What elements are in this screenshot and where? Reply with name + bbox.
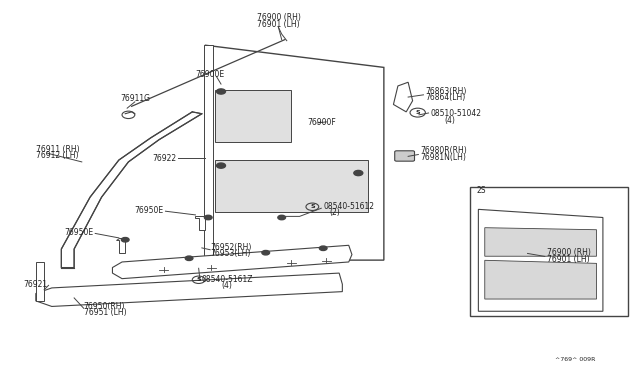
- Text: 08540-51612: 08540-51612: [323, 202, 374, 211]
- Polygon shape: [478, 209, 603, 311]
- Polygon shape: [214, 90, 291, 141]
- Circle shape: [319, 246, 327, 250]
- Text: 76900F: 76900F: [307, 119, 336, 128]
- Polygon shape: [394, 82, 413, 112]
- Circle shape: [185, 256, 193, 260]
- Circle shape: [204, 215, 212, 220]
- Circle shape: [122, 237, 129, 242]
- Text: (2): (2): [330, 208, 340, 217]
- Text: ^769^ 009R: ^769^ 009R: [555, 357, 595, 362]
- Text: 76953(LH): 76953(LH): [210, 249, 250, 258]
- Text: 76950(RH): 76950(RH): [84, 302, 125, 311]
- Text: 76900 (RH): 76900 (RH): [547, 248, 591, 257]
- Text: 76912 (LH): 76912 (LH): [36, 151, 78, 160]
- Text: 76922: 76922: [152, 154, 176, 163]
- Bar: [36, 262, 44, 301]
- Text: 2S: 2S: [476, 186, 486, 195]
- Bar: [470, 187, 628, 317]
- Text: 08540-5161Z: 08540-5161Z: [202, 275, 253, 284]
- Text: S: S: [415, 110, 420, 115]
- Text: 76901 (LH): 76901 (LH): [257, 20, 300, 29]
- Text: 76980R(RH): 76980R(RH): [420, 146, 467, 155]
- Bar: [204, 45, 212, 260]
- FancyBboxPatch shape: [395, 151, 415, 161]
- Text: 76911 (RH): 76911 (RH): [36, 145, 79, 154]
- Text: S: S: [196, 277, 201, 282]
- Text: 76952(RH): 76952(RH): [210, 243, 252, 251]
- Polygon shape: [36, 273, 342, 307]
- Text: (4): (4): [221, 281, 232, 290]
- Circle shape: [278, 215, 285, 220]
- Text: 76950E: 76950E: [64, 228, 93, 237]
- Text: 08510-51042: 08510-51042: [431, 109, 481, 118]
- Text: 76950E: 76950E: [134, 206, 164, 215]
- Text: 76981N(LH): 76981N(LH): [420, 153, 466, 161]
- Circle shape: [216, 89, 225, 94]
- Circle shape: [216, 163, 225, 168]
- Text: 76900 (RH): 76900 (RH): [257, 13, 300, 22]
- Text: (4): (4): [445, 116, 456, 125]
- Polygon shape: [116, 238, 125, 253]
- Text: 76863(RH): 76863(RH): [426, 87, 467, 96]
- Polygon shape: [484, 260, 596, 299]
- Polygon shape: [214, 160, 368, 212]
- Text: 76901 (LH): 76901 (LH): [547, 254, 589, 263]
- Text: S: S: [310, 204, 315, 209]
- Polygon shape: [113, 245, 352, 279]
- Polygon shape: [195, 216, 205, 231]
- Circle shape: [262, 250, 269, 255]
- Text: 76864(LH): 76864(LH): [426, 93, 466, 102]
- Text: 76900E: 76900E: [195, 70, 225, 79]
- Polygon shape: [61, 112, 202, 267]
- Polygon shape: [484, 228, 596, 256]
- Polygon shape: [205, 45, 384, 260]
- Text: 76911G: 76911G: [121, 94, 151, 103]
- Circle shape: [354, 170, 363, 176]
- Text: 76951 (LH): 76951 (LH): [84, 308, 126, 317]
- Text: 76921: 76921: [23, 280, 47, 289]
